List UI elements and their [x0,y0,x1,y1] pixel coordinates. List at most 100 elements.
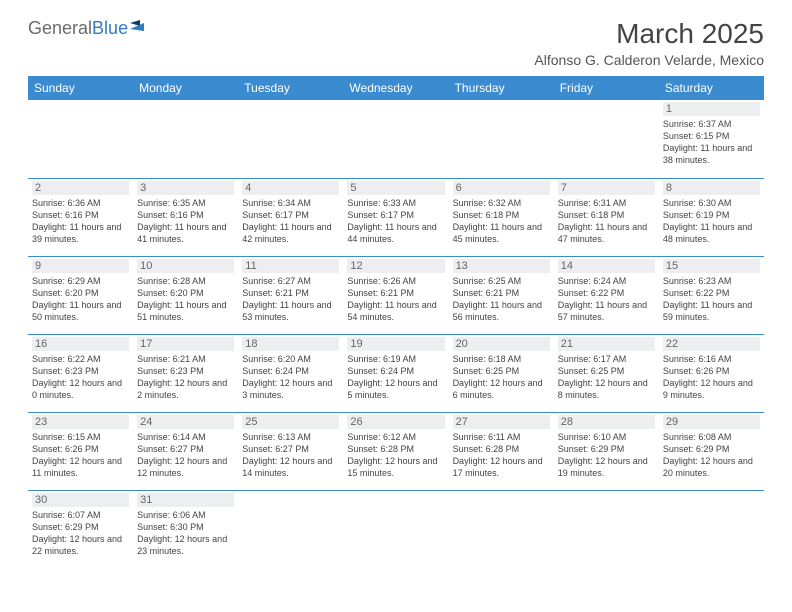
sunset-line: Sunset: 6:15 PM [663,130,760,142]
calendar-day: 2Sunrise: 6:36 AMSunset: 6:16 PMDaylight… [28,178,133,256]
day-details: Sunrise: 6:19 AMSunset: 6:24 PMDaylight:… [347,353,444,402]
logo-text-general: General [28,18,92,39]
sunset-line: Sunset: 6:30 PM [137,521,234,533]
sunrise-line: Sunrise: 6:19 AM [347,353,444,365]
daylight-line: Daylight: 11 hours and 47 minutes. [558,221,655,245]
daylight-line: Daylight: 12 hours and 6 minutes. [453,377,550,401]
sunset-line: Sunset: 6:27 PM [137,443,234,455]
day-details: Sunrise: 6:32 AMSunset: 6:18 PMDaylight:… [453,197,550,246]
calendar-day: 22 Sunrise: 6:16 AMSunset: 6:26 PMDayligh… [659,334,764,412]
calendar-day [659,490,764,568]
sunset-line: Sunset: 6:24 PM [242,365,339,377]
day-details: Sunrise: 6:10 AMSunset: 6:29 PMDaylight:… [558,431,655,480]
day-details: Sunrise: 6:11 AMSunset: 6:28 PMDaylight:… [453,431,550,480]
sunset-line: Sunset: 6:17 PM [347,209,444,221]
day-details: Sunrise: 6:33 AMSunset: 6:17 PMDaylight:… [347,197,444,246]
day-details: Sunrise: 6:24 AMSunset: 6:22 PMDaylight:… [558,275,655,324]
day-number: 27 [453,415,550,429]
sunrise-line: Sunrise: 6:35 AM [137,197,234,209]
day-header: Tuesday [238,76,343,100]
day-number: 20 [453,337,550,351]
calendar-week: 23Sunrise: 6:15 AMSunset: 6:26 PMDayligh… [28,412,764,490]
day-details: Sunrise: 6:37 AMSunset: 6:15 PMDaylight:… [663,118,760,167]
day-details: Sunrise: 6:12 AMSunset: 6:28 PMDaylight:… [347,431,444,480]
sunrise-line: Sunrise: 6:28 AM [137,275,234,287]
daylight-line: Daylight: 11 hours and 48 minutes. [663,221,760,245]
day-details: Sunrise: 6:16 AMSunset: 6:26 PMDaylight:… [663,353,760,402]
sunrise-line: Sunrise: 6:07 AM [32,509,129,521]
sunset-line: Sunset: 6:28 PM [347,443,444,455]
sunrise-line: Sunrise: 6:18 AM [453,353,550,365]
day-number: 22 [663,337,760,351]
daylight-line: Daylight: 12 hours and 3 minutes. [242,377,339,401]
calendar-day: 11Sunrise: 6:27 AMSunset: 6:21 PMDayligh… [238,256,343,334]
calendar-day [449,490,554,568]
calendar-day: 13Sunrise: 6:25 AMSunset: 6:21 PMDayligh… [449,256,554,334]
day-number: 21 [558,337,655,351]
calendar-day: 23Sunrise: 6:15 AMSunset: 6:26 PMDayligh… [28,412,133,490]
sunrise-line: Sunrise: 6:14 AM [137,431,234,443]
daylight-line: Daylight: 11 hours and 51 minutes. [137,299,234,323]
day-details: Sunrise: 6:27 AMSunset: 6:21 PMDaylight:… [242,275,339,324]
day-details: Sunrise: 6:21 AMSunset: 6:23 PMDaylight:… [137,353,234,402]
day-header: Friday [554,76,659,100]
daylight-line: Daylight: 11 hours and 57 minutes. [558,299,655,323]
day-details: Sunrise: 6:28 AMSunset: 6:20 PMDaylight:… [137,275,234,324]
sunrise-line: Sunrise: 6:11 AM [453,431,550,443]
sunrise-line: Sunrise: 6:30 AM [663,197,760,209]
daylight-line: Daylight: 12 hours and 14 minutes. [242,455,339,479]
calendar-day [238,490,343,568]
sunrise-line: Sunrise: 6:17 AM [558,353,655,365]
sunset-line: Sunset: 6:18 PM [453,209,550,221]
calendar-day: 18Sunrise: 6:20 AMSunset: 6:24 PMDayligh… [238,334,343,412]
logo: GeneralBlue [28,18,150,39]
calendar-day: 9Sunrise: 6:29 AMSunset: 6:20 PMDaylight… [28,256,133,334]
sunset-line: Sunset: 6:20 PM [137,287,234,299]
day-number: 8 [663,181,760,195]
sunset-line: Sunset: 6:19 PM [663,209,760,221]
calendar-day [133,100,238,178]
day-number: 15 [663,259,760,273]
calendar-day: 5Sunrise: 6:33 AMSunset: 6:17 PMDaylight… [343,178,448,256]
daylight-line: Daylight: 12 hours and 12 minutes. [137,455,234,479]
sunset-line: Sunset: 6:22 PM [663,287,760,299]
day-number: 6 [453,181,550,195]
sunset-line: Sunset: 6:27 PM [242,443,339,455]
day-number: 31 [137,493,234,507]
sunrise-line: Sunrise: 6:23 AM [663,275,760,287]
sunset-line: Sunset: 6:26 PM [663,365,760,377]
sunset-line: Sunset: 6:16 PM [32,209,129,221]
calendar-day: 26Sunrise: 6:12 AMSunset: 6:28 PMDayligh… [343,412,448,490]
day-number: 13 [453,259,550,273]
sunset-line: Sunset: 6:21 PM [453,287,550,299]
day-details: Sunrise: 6:06 AMSunset: 6:30 PMDaylight:… [137,509,234,558]
day-details: Sunrise: 6:15 AMSunset: 6:26 PMDaylight:… [32,431,129,480]
calendar-week: 9Sunrise: 6:29 AMSunset: 6:20 PMDaylight… [28,256,764,334]
sunrise-line: Sunrise: 6:20 AM [242,353,339,365]
day-details: Sunrise: 6:29 AMSunset: 6:20 PMDaylight:… [32,275,129,324]
daylight-line: Daylight: 12 hours and 0 minutes. [32,377,129,401]
calendar-day: 14Sunrise: 6:24 AMSunset: 6:22 PMDayligh… [554,256,659,334]
day-header: Thursday [449,76,554,100]
daylight-line: Daylight: 12 hours and 23 minutes. [137,533,234,557]
calendar-day [343,100,448,178]
calendar-week: 1Sunrise: 6:37 AMSunset: 6:15 PMDaylight… [28,100,764,178]
day-details: Sunrise: 6:14 AMSunset: 6:27 PMDaylight:… [137,431,234,480]
day-number: 2 [32,181,129,195]
calendar-day: 6 Sunrise: 6:32 AMSunset: 6:18 PMDaylight… [449,178,554,256]
day-details: Sunrise: 6:26 AMSunset: 6:21 PMDaylight:… [347,275,444,324]
sunrise-line: Sunrise: 6:22 AM [32,353,129,365]
daylight-line: Daylight: 12 hours and 11 minutes. [32,455,129,479]
daylight-line: Daylight: 11 hours and 54 minutes. [347,299,444,323]
sunrise-line: Sunrise: 6:33 AM [347,197,444,209]
sunrise-line: Sunrise: 6:08 AM [663,431,760,443]
sunset-line: Sunset: 6:29 PM [558,443,655,455]
sunrise-line: Sunrise: 6:25 AM [453,275,550,287]
sunrise-line: Sunrise: 6:10 AM [558,431,655,443]
daylight-line: Daylight: 12 hours and 15 minutes. [347,455,444,479]
day-details: Sunrise: 6:18 AMSunset: 6:25 PMDaylight:… [453,353,550,402]
sunset-line: Sunset: 6:21 PM [242,287,339,299]
day-number: 12 [347,259,444,273]
calendar-day [449,100,554,178]
day-number: 29 [663,415,760,429]
